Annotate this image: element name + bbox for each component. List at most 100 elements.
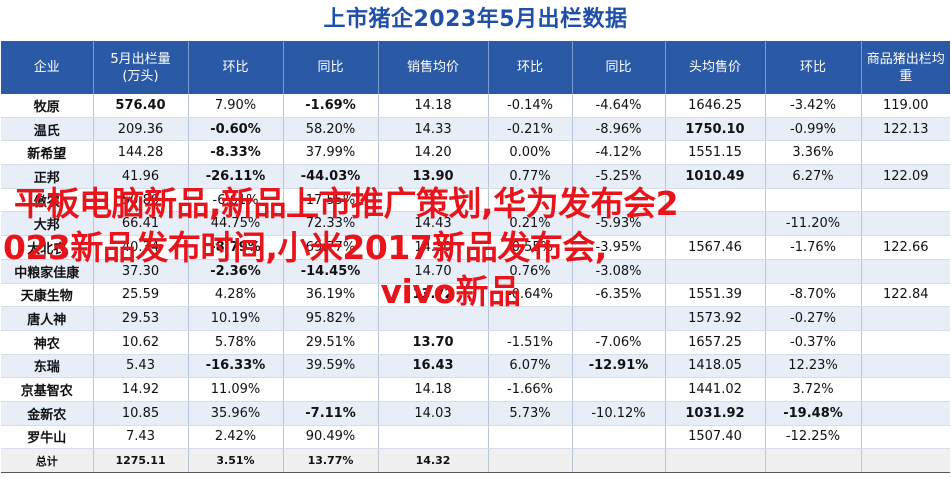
total-label-cell: 总计 [1, 448, 94, 473]
table-cell [861, 425, 950, 450]
table-row: 新希望 144.28 -8.33% 37.99% 14.20 0.00% -4.12% 155… [1, 140, 950, 166]
page-title: 上市猪企2023年5月出栏数据 [323, 7, 628, 32]
company-name-cell: 大北农 [1, 235, 94, 260]
company-name-cell: 罗牛山 [1, 425, 94, 450]
table-cell: 14.20 [378, 140, 489, 166]
table-cell: 10.85 [93, 401, 189, 426]
table-cell: 50.80 [93, 188, 189, 213]
table-row: 中粮家佳康 37.30 -2.36% -14.45% 14.70 0.76% -3.08% [1, 259, 950, 284]
table-row: 天康生物 25.59 4.28% 36.19% 13.72 -0.64% -6.35% 155… [1, 283, 950, 308]
table-cell: 1567.46 [665, 235, 766, 260]
company-name-cell: 唐人神 [1, 306, 94, 331]
table-cell: -8.96% [572, 117, 666, 142]
table-cell: 14.33 [378, 117, 489, 142]
table-cell: -7.11% [283, 401, 379, 426]
table-cell: -0.55% [488, 235, 573, 260]
table-cell: -8.33% [188, 140, 284, 166]
table-cell: 12.23% [765, 354, 862, 379]
table-cell: 29.51% [283, 330, 379, 355]
table-cell: 17.55% [283, 188, 379, 213]
table-cell: 0.21% [488, 211, 573, 237]
table-cell: 576.40 [93, 94, 189, 118]
company-name-cell: 东瑞 [1, 354, 94, 379]
table-cell: 0.00% [488, 140, 573, 166]
column-header: 环比 [488, 41, 573, 94]
table-cell: 14.03 [378, 401, 489, 426]
table-cell: 7.43 [93, 425, 189, 450]
table-cell [861, 306, 950, 331]
table-cell: -1.51% [488, 330, 573, 355]
table-row: 唐人神 29.53 10.19% 95.82% 1573.92 -0.27% [1, 306, 950, 331]
table-cell: 5.73% [488, 401, 573, 426]
table-row: 金新农 10.85 35.96% -7.11% 14.03 5.73% -10.12% 103… [1, 401, 950, 426]
table-cell [488, 306, 573, 331]
table-cell: 7.90% [188, 94, 284, 118]
column-header: 同比 [283, 41, 379, 94]
table-cell [572, 306, 666, 331]
table-row: 大北农 40.34 -8.79% 69.77% 14.30 -0.55% -3.95% 156… [1, 235, 950, 260]
table-cell: 6.27% [765, 164, 862, 189]
table-cell: -7.06% [572, 330, 666, 355]
table-cell: -6.35% [572, 283, 666, 308]
table-cell: 0.77% [488, 164, 573, 189]
table-cell: 10.19% [188, 306, 284, 331]
company-name-cell: 大邦 [1, 211, 94, 237]
company-name-cell: 正邦 [1, 164, 94, 189]
table-cell: 25.59 [93, 283, 189, 308]
column-header: 环比 [765, 41, 862, 94]
table-cell [378, 425, 489, 450]
company-name-cell: 金新农 [1, 401, 94, 426]
table-cell: 1657.25 [665, 330, 766, 355]
table-cell: 4.28% [188, 283, 284, 308]
table-cell: -4.12% [572, 140, 666, 166]
table-cell: -5.25% [572, 164, 666, 189]
table-cell: -1.66% [488, 377, 573, 402]
table-cell: 14.92 [93, 377, 189, 402]
table-cell: -12.25% [765, 425, 862, 450]
data-table: 企业 5月出栏量 (万头) 环比 同比 销售均价 环比 同比 头均售价 环比 商品猪出栏均重 牧原… [1, 41, 950, 473]
table-cell [488, 425, 573, 450]
total-cell [572, 448, 666, 473]
company-name-cell: 天康生物 [1, 283, 94, 308]
table-cell [283, 377, 379, 402]
table-cell: 1031.92 [665, 401, 766, 426]
table-cell: 1750.10 [665, 117, 766, 142]
table-cell [488, 188, 573, 213]
table-cell: 29.53 [93, 306, 189, 331]
table-cell [572, 188, 666, 213]
table-cell: 1441.02 [665, 377, 766, 402]
table-cell [572, 425, 666, 450]
company-name-cell: 新希望 [1, 140, 94, 166]
table-cell: -0.99% [765, 117, 862, 142]
table-cell [765, 188, 862, 213]
table-cell: -0.64% [488, 283, 573, 308]
table-row: 大邦 66.41 44.75% 72.33% 14.43 0.21% -5.93% -11.2… [1, 211, 950, 237]
table-cell: 122.09 [861, 164, 950, 189]
column-header: 同比 [572, 41, 666, 94]
column-header: 环比 [188, 41, 284, 94]
table-cell: -8.79% [188, 235, 284, 260]
table-cell: 35.96% [188, 401, 284, 426]
table-cell: 66.41 [93, 211, 189, 237]
table-cell: -0.37% [765, 330, 862, 355]
table-cell: -0.60% [188, 117, 284, 142]
table-cell: 95.82% [283, 306, 379, 331]
table-cell: -3.08% [572, 259, 666, 284]
table-cell: 69.77% [283, 235, 379, 260]
table-cell: 44.75% [188, 211, 284, 237]
total-cell [665, 448, 766, 473]
table-cell: -0.21% [488, 117, 573, 142]
table-row: 傲农 50.80 -6.61% 17.55% [1, 188, 950, 213]
table-cell: 40.34 [93, 235, 189, 260]
table-cell: 1551.39 [665, 283, 766, 308]
column-header: 商品猪出栏均重 [861, 41, 950, 94]
company-name-cell: 中粮家佳康 [1, 259, 94, 284]
table-cell [665, 211, 766, 237]
table-cell [861, 377, 950, 402]
table-cell [765, 259, 862, 284]
table-row: 正邦 41.96 -26.11% -44.03% 13.90 0.77% -5.25% 101… [1, 164, 950, 189]
table-cell: 14.43 [378, 211, 489, 237]
table-cell: -16.33% [188, 354, 284, 379]
table-cell: 1507.40 [665, 425, 766, 450]
table-cell: 16.43 [378, 354, 489, 379]
